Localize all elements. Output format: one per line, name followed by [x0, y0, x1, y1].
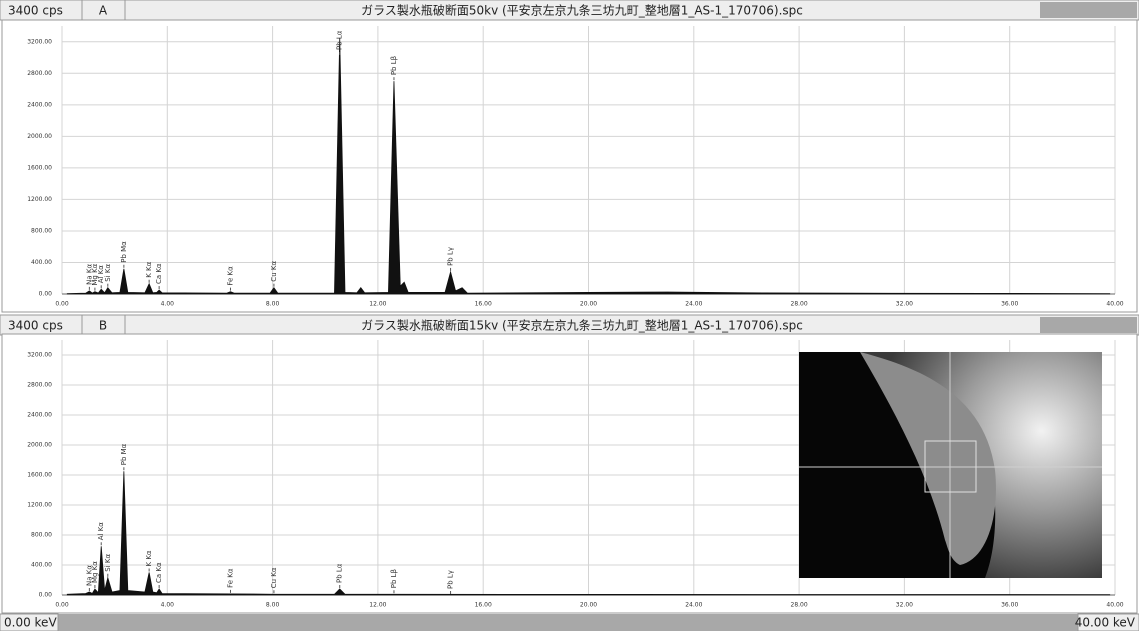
peak-label: Al Kα — [97, 265, 105, 284]
peak-label: Ca Kα — [155, 562, 163, 583]
peak-label: Na Kα — [85, 264, 93, 285]
x-tick-label: 16.00 — [475, 301, 492, 308]
peak-label: Fe Kα — [226, 266, 234, 286]
peak-label: Cu Kα — [270, 261, 278, 282]
x-tick-label: 12.00 — [369, 301, 386, 308]
x-tick-label: 20.00 — [580, 602, 597, 609]
y-tick-label: 1600.00 — [27, 164, 52, 171]
peak-label: Mg Kα — [91, 263, 99, 285]
peak-label: Pb Lα — [336, 563, 344, 583]
y-tick-label: 2800.00 — [27, 382, 52, 389]
y-tick-label: 400.00 — [31, 562, 52, 569]
x-tick-label: 0.00 — [55, 301, 69, 308]
peak-label: Na Kα — [85, 565, 93, 586]
panel-b-header: 3400 cps B ガラス製水瓶破断面15kv (平安京左京九条三坊九町_整地… — [0, 314, 1139, 336]
y-tick-label: 1200.00 — [27, 502, 52, 509]
peak-label: Cu Kα — [270, 567, 278, 588]
x-tick-label: 32.00 — [896, 602, 913, 609]
x-tick-label: 32.00 — [896, 301, 913, 308]
spectrum — [66, 37, 1111, 295]
y-tick-label: 2400.00 — [27, 101, 52, 108]
x-tick-label: 16.00 — [475, 602, 492, 609]
spectrum — [66, 471, 1111, 596]
peak-label: K Kα — [145, 261, 153, 277]
x-tick-label: 24.00 — [685, 602, 702, 609]
peak-label: Mg Kα — [91, 561, 99, 583]
peak-label: K Kα — [145, 550, 153, 566]
peak-label: Pb Mα — [120, 241, 128, 263]
x-tick-label: 12.00 — [369, 602, 386, 609]
peak-label: Si Kα — [104, 263, 112, 281]
x-tick-label: 28.00 — [791, 301, 808, 308]
x-tick-label: 40.00 — [1106, 602, 1123, 609]
y-tick-label: 0.00 — [39, 592, 53, 599]
peak-label: Pb Lβ — [390, 569, 398, 588]
x-tick-label: 24.00 — [685, 301, 702, 308]
x-tick-label: 40.00 — [1106, 301, 1123, 308]
scale-label: 3400 cps — [8, 319, 63, 333]
y-tick-label: 800.00 — [31, 532, 52, 539]
x-tick-label: 20.00 — [580, 301, 597, 308]
x-tick-label: 0.00 — [55, 602, 69, 609]
y-tick-label: 1200.00 — [27, 196, 52, 203]
peak-label: Pb Lγ — [447, 570, 455, 589]
x-tick-label: 28.00 — [791, 602, 808, 609]
y-tick-label: 2000.00 — [27, 442, 52, 449]
x-tick-label: 36.00 — [1001, 301, 1018, 308]
panel-title: ガラス製水瓶破断面50kv (平安京左京九条三坊九町_整地層1_AS-1_170… — [361, 3, 803, 18]
panel-label: B — [99, 319, 107, 333]
y-tick-label: 2400.00 — [27, 412, 52, 419]
x-tick-label: 8.00 — [266, 602, 280, 609]
x-tick-label: 8.00 — [266, 301, 280, 308]
peak-label: Pb Lα — [336, 30, 344, 50]
y-tick-label: 800.00 — [31, 227, 52, 234]
x-tick-label: 4.00 — [161, 602, 175, 609]
energy-max: 40.00 keV — [1075, 616, 1136, 630]
scale-label: 3400 cps — [8, 4, 63, 18]
peak-label: Fe Kα — [226, 568, 234, 588]
x-tick-label: 36.00 — [1001, 602, 1018, 609]
peak-label: Al Kα — [97, 522, 105, 541]
y-tick-label: 0.00 — [39, 291, 53, 298]
x-tick-label: 4.00 — [161, 301, 175, 308]
energy-min: 0.00 keV — [4, 616, 57, 630]
panel-a-header: 3400 cps A ガラス製水瓶破断面50kv (平安京左京九条三坊九町_整地… — [0, 0, 1139, 21]
y-tick-label: 400.00 — [31, 259, 52, 266]
status-bar: 0.00 keV 40.00 keV — [0, 613, 1139, 631]
y-tick-label: 3200.00 — [27, 352, 52, 359]
panel-label: A — [99, 4, 108, 18]
y-tick-label: 3200.00 — [27, 38, 52, 45]
peak-label: Si Kα — [104, 554, 112, 572]
y-tick-label: 1600.00 — [27, 472, 52, 479]
y-tick-label: 2000.00 — [27, 133, 52, 140]
plot-area — [1, 19, 1138, 313]
y-tick-label: 2800.00 — [27, 70, 52, 77]
peak-label: Pb Mα — [120, 443, 128, 465]
peak-label: Pb Lγ — [447, 247, 455, 266]
peak-label: Ca Kα — [155, 263, 163, 284]
peak-label: Pb Lβ — [390, 56, 398, 75]
sample-image — [799, 352, 1102, 578]
panel-title: ガラス製水瓶破断面15kv (平安京左京九条三坊九町_整地層1_AS-1_170… — [361, 318, 803, 333]
